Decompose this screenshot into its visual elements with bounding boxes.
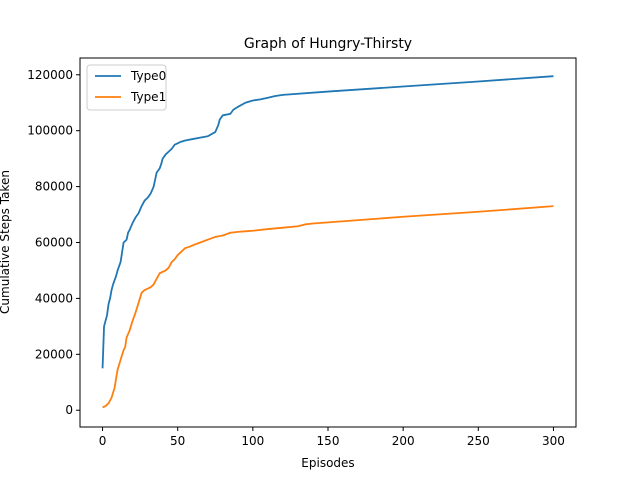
y-axis: 0 20000 40000 60000 80000 100000 120000: [27, 68, 80, 417]
y-tick-label: 80000: [35, 180, 73, 194]
x-tick-label: 200: [392, 434, 415, 448]
x-tick-label: 100: [241, 434, 264, 448]
y-tick-label: 40000: [35, 291, 73, 305]
y-tick-label: 0: [65, 403, 73, 417]
y-tick-label: 60000: [35, 236, 73, 250]
series-line-type1: [102, 205, 554, 409]
x-tick-label: 300: [542, 434, 565, 448]
legend-label-type1: Type1: [130, 90, 166, 104]
x-tick-label: 250: [467, 434, 490, 448]
legend: Type0 Type1: [86, 64, 167, 111]
x-tick-label: 50: [170, 434, 185, 448]
x-tick-label: 0: [99, 434, 107, 448]
y-tick-label: 20000: [35, 347, 73, 361]
series-layer: [101, 75, 554, 409]
y-axis-label: Cumulative Steps Taken: [0, 170, 12, 314]
series-line-type0: [101, 75, 554, 369]
x-axis: 0 50 100 150 200 250 300: [99, 427, 565, 448]
chart-title: Graph of Hungry-Thirsty: [244, 36, 412, 52]
x-axis-label: Episodes: [301, 456, 354, 470]
legend-label-type0: Type0: [130, 69, 166, 83]
x-tick-label: 150: [317, 434, 340, 448]
y-tick-label: 100000: [27, 124, 73, 138]
y-tick-label: 120000: [27, 68, 73, 82]
